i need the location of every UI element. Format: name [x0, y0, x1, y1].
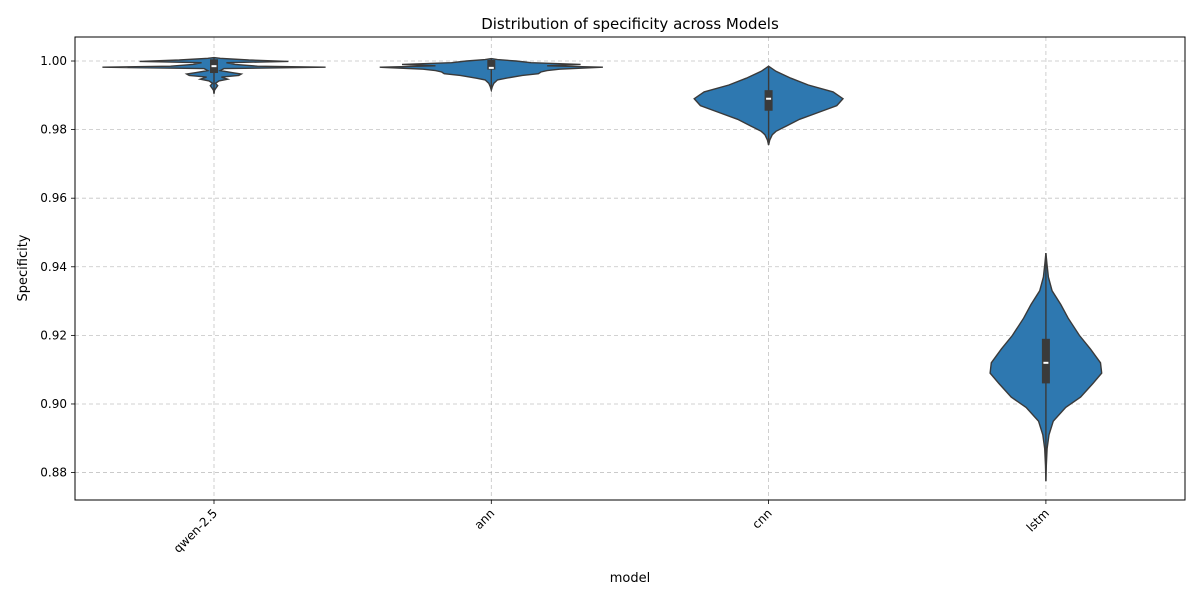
grid-layer [75, 37, 1185, 500]
plot-frame [74, 36, 1186, 501]
x-tick-label: ann [472, 506, 498, 532]
x-axis-label: model [610, 571, 650, 586]
x-tick-label: qwen-2.5 [171, 506, 220, 555]
median-ann [488, 66, 494, 69]
y-tick-label: 0.94 [40, 260, 67, 274]
iqr-box-cnn [764, 90, 773, 111]
y-tick-label: 1.00 [40, 54, 67, 68]
y-tick-label: 0.90 [40, 397, 67, 411]
x-tick-label: lstm [1024, 506, 1052, 534]
violin-layer [102, 56, 1103, 482]
y-tick-label: 0.98 [40, 123, 67, 137]
median-lstm [1043, 361, 1049, 364]
y-tick-label: 0.92 [40, 328, 67, 342]
y-tick-label: 0.88 [40, 466, 67, 480]
x-tick-label: cnn [749, 506, 774, 531]
iqr-box-ann [487, 59, 496, 70]
y-tick-label: 0.96 [40, 191, 67, 205]
median-qwen-2.5 [211, 65, 217, 68]
chart-title: Distribution of specificity across Model… [481, 15, 779, 33]
median-cnn [766, 97, 772, 100]
iqr-box-lstm [1041, 338, 1050, 384]
y-axis-label: Specificity [16, 234, 31, 301]
